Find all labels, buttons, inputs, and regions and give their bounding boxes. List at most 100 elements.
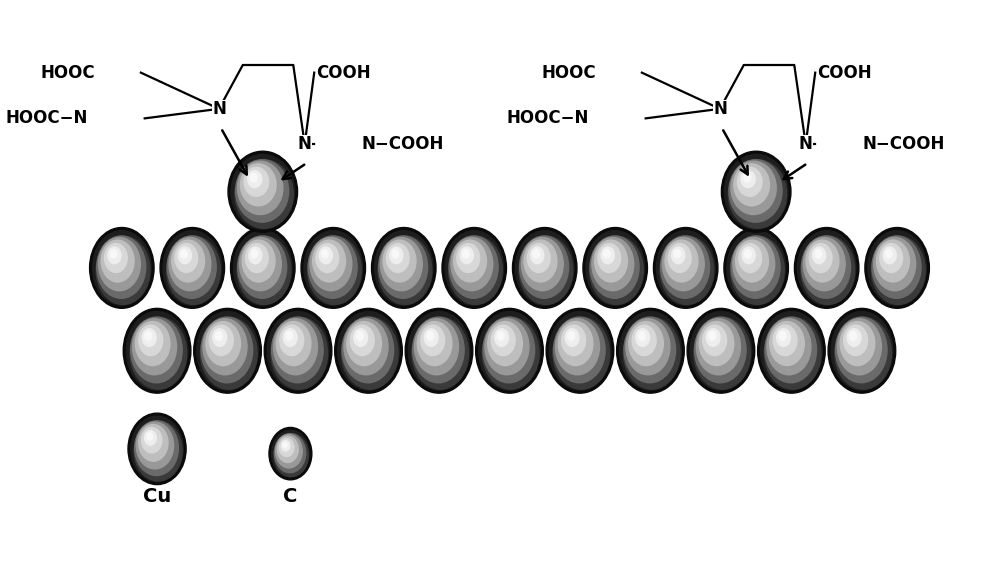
Ellipse shape bbox=[727, 231, 785, 305]
Ellipse shape bbox=[281, 440, 290, 451]
Ellipse shape bbox=[264, 308, 332, 393]
Ellipse shape bbox=[344, 319, 388, 375]
Ellipse shape bbox=[482, 317, 539, 389]
Ellipse shape bbox=[347, 321, 381, 366]
Ellipse shape bbox=[240, 237, 281, 291]
Ellipse shape bbox=[699, 321, 734, 366]
Ellipse shape bbox=[421, 325, 445, 356]
Ellipse shape bbox=[139, 424, 168, 461]
Ellipse shape bbox=[835, 317, 891, 389]
Ellipse shape bbox=[736, 240, 768, 282]
Ellipse shape bbox=[338, 312, 399, 390]
Ellipse shape bbox=[99, 237, 140, 291]
Ellipse shape bbox=[741, 171, 755, 188]
Ellipse shape bbox=[457, 244, 480, 272]
Ellipse shape bbox=[167, 236, 220, 304]
Ellipse shape bbox=[744, 173, 751, 182]
Ellipse shape bbox=[272, 317, 323, 383]
Ellipse shape bbox=[238, 236, 287, 299]
Ellipse shape bbox=[213, 329, 227, 347]
Ellipse shape bbox=[835, 317, 887, 383]
Ellipse shape bbox=[770, 321, 804, 366]
Ellipse shape bbox=[672, 247, 685, 264]
Ellipse shape bbox=[237, 236, 291, 304]
Text: HOOC: HOOC bbox=[41, 63, 95, 82]
Ellipse shape bbox=[445, 231, 504, 305]
Text: HOOC−N: HOOC−N bbox=[5, 109, 88, 128]
Ellipse shape bbox=[562, 325, 586, 356]
Ellipse shape bbox=[249, 247, 262, 264]
Ellipse shape bbox=[110, 249, 117, 258]
Ellipse shape bbox=[745, 249, 751, 258]
Ellipse shape bbox=[703, 325, 727, 356]
Ellipse shape bbox=[383, 240, 416, 282]
Ellipse shape bbox=[479, 312, 540, 390]
Ellipse shape bbox=[235, 160, 293, 228]
Ellipse shape bbox=[131, 416, 183, 482]
Ellipse shape bbox=[238, 161, 283, 214]
Ellipse shape bbox=[380, 237, 422, 291]
Ellipse shape bbox=[629, 321, 663, 366]
Ellipse shape bbox=[236, 160, 289, 222]
Text: Cu: Cu bbox=[143, 487, 171, 506]
Ellipse shape bbox=[583, 228, 647, 308]
Ellipse shape bbox=[301, 228, 366, 308]
Ellipse shape bbox=[142, 427, 162, 453]
Ellipse shape bbox=[414, 319, 458, 375]
Ellipse shape bbox=[734, 164, 769, 206]
Ellipse shape bbox=[201, 317, 257, 389]
Ellipse shape bbox=[251, 249, 258, 258]
Ellipse shape bbox=[442, 228, 506, 308]
Ellipse shape bbox=[286, 332, 293, 340]
Ellipse shape bbox=[280, 325, 304, 356]
Ellipse shape bbox=[813, 247, 826, 264]
Ellipse shape bbox=[131, 317, 182, 383]
Ellipse shape bbox=[231, 154, 295, 229]
Ellipse shape bbox=[809, 244, 832, 272]
Ellipse shape bbox=[632, 325, 656, 356]
Ellipse shape bbox=[194, 308, 261, 393]
Ellipse shape bbox=[97, 236, 146, 299]
Ellipse shape bbox=[269, 427, 312, 480]
Ellipse shape bbox=[665, 240, 698, 282]
Ellipse shape bbox=[815, 249, 822, 258]
Ellipse shape bbox=[335, 308, 402, 393]
Ellipse shape bbox=[520, 236, 569, 299]
Ellipse shape bbox=[424, 329, 438, 347]
Ellipse shape bbox=[674, 249, 681, 258]
Ellipse shape bbox=[568, 332, 575, 340]
Ellipse shape bbox=[276, 435, 302, 468]
Ellipse shape bbox=[142, 329, 156, 347]
Ellipse shape bbox=[145, 431, 156, 445]
Text: COOH: COOH bbox=[316, 63, 371, 82]
Ellipse shape bbox=[417, 321, 452, 366]
Ellipse shape bbox=[206, 321, 240, 366]
Ellipse shape bbox=[242, 240, 275, 282]
Ellipse shape bbox=[531, 247, 544, 264]
Ellipse shape bbox=[844, 325, 868, 356]
Ellipse shape bbox=[163, 231, 222, 305]
Ellipse shape bbox=[524, 240, 557, 282]
Ellipse shape bbox=[724, 228, 788, 308]
Ellipse shape bbox=[661, 236, 710, 299]
Ellipse shape bbox=[497, 332, 504, 340]
Ellipse shape bbox=[274, 434, 306, 472]
Ellipse shape bbox=[245, 244, 268, 272]
Text: C: C bbox=[283, 487, 298, 506]
Ellipse shape bbox=[147, 433, 153, 440]
Ellipse shape bbox=[767, 319, 811, 375]
Ellipse shape bbox=[276, 321, 311, 366]
Ellipse shape bbox=[485, 319, 529, 375]
Ellipse shape bbox=[604, 249, 610, 258]
Ellipse shape bbox=[865, 228, 929, 308]
Ellipse shape bbox=[724, 154, 788, 229]
Ellipse shape bbox=[454, 240, 486, 282]
Ellipse shape bbox=[797, 231, 856, 305]
Ellipse shape bbox=[271, 317, 328, 389]
Ellipse shape bbox=[96, 236, 150, 304]
Ellipse shape bbox=[840, 321, 875, 366]
Ellipse shape bbox=[553, 317, 610, 389]
Ellipse shape bbox=[623, 317, 680, 389]
Ellipse shape bbox=[274, 434, 308, 476]
Ellipse shape bbox=[181, 249, 187, 258]
